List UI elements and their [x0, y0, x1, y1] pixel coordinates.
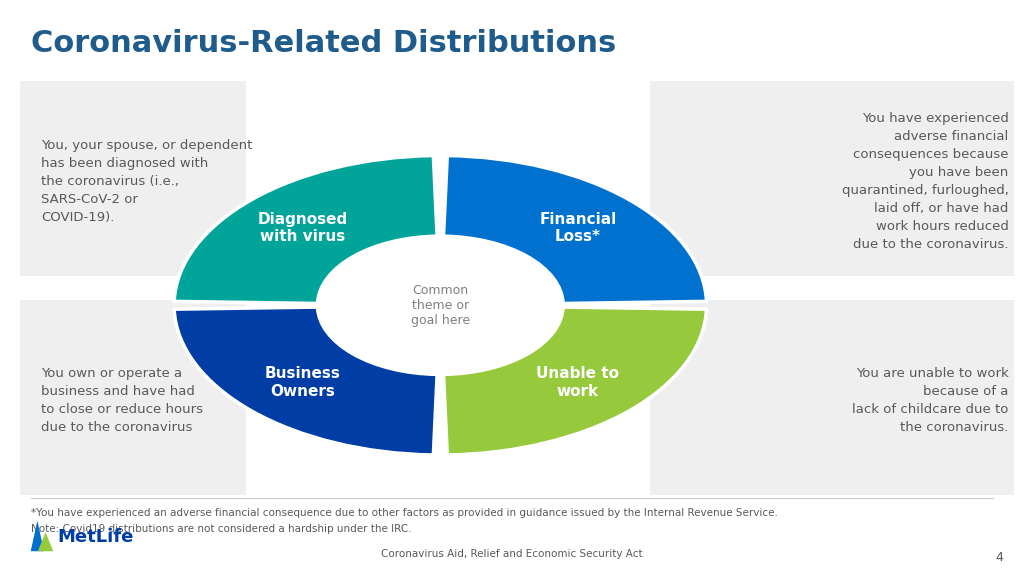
FancyBboxPatch shape: [20, 300, 246, 495]
Text: Diagnosed
with virus: Diagnosed with virus: [258, 212, 348, 244]
Text: You are unable to work
because of a
lack of childcare due to
the coronavirus.: You are unable to work because of a lack…: [852, 367, 1009, 434]
Text: Common
theme or
goal here: Common theme or goal here: [411, 284, 470, 327]
Wedge shape: [174, 156, 437, 304]
Text: MetLife: MetLife: [57, 528, 134, 546]
Polygon shape: [31, 521, 44, 551]
Text: Coronavirus Aid, Relief and Economic Security Act: Coronavirus Aid, Relief and Economic Sec…: [381, 549, 643, 559]
FancyBboxPatch shape: [650, 81, 1014, 276]
Text: Coronavirus-Related Distributions: Coronavirus-Related Distributions: [31, 29, 616, 58]
Text: Financial
Loss*: Financial Loss*: [540, 212, 616, 244]
Wedge shape: [443, 307, 707, 455]
Text: You own or operate a
business and have had
to close or reduce hours
due to the c: You own or operate a business and have h…: [41, 367, 203, 434]
Circle shape: [317, 236, 563, 374]
FancyBboxPatch shape: [20, 81, 246, 276]
FancyBboxPatch shape: [650, 300, 1014, 495]
Text: 4: 4: [995, 551, 1004, 564]
Text: You, your spouse, or dependent
has been diagnosed with
the coronavirus (i.e.,
SA: You, your spouse, or dependent has been …: [41, 139, 252, 224]
Wedge shape: [443, 156, 707, 304]
Text: Note: Covid19 distributions are not considered a hardship under the IRC.: Note: Covid19 distributions are not cons…: [31, 524, 412, 534]
Polygon shape: [38, 532, 53, 551]
Text: Business
Owners: Business Owners: [265, 366, 341, 399]
Text: You have experienced
adverse financial
consequences because
you have been
quaran: You have experienced adverse financial c…: [842, 112, 1009, 251]
Text: Unable to
work: Unable to work: [537, 366, 620, 399]
Wedge shape: [174, 307, 437, 455]
Text: *You have experienced an adverse financial consequence due to other factors as p: *You have experienced an adverse financi…: [31, 508, 777, 518]
